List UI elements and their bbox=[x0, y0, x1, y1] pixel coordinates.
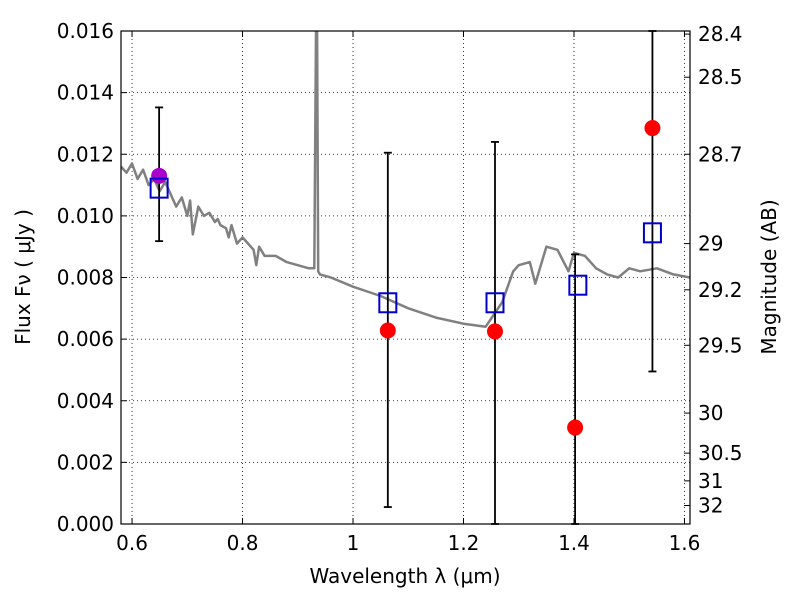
data-markers bbox=[149, 30, 662, 525]
square-marker bbox=[149, 177, 169, 199]
y-tick-label: 0.000 bbox=[57, 512, 114, 536]
y2-tick-label: 30.5 bbox=[698, 441, 743, 465]
x-tick-label: 0.8 bbox=[227, 531, 259, 555]
y-axis-title: Flux Fν ( μJy ) bbox=[11, 209, 35, 345]
y-tick-label: 0.006 bbox=[57, 327, 114, 351]
model-spectrum bbox=[121, 31, 690, 329]
y2-tick-label: 31 bbox=[698, 469, 723, 493]
circle-marker bbox=[379, 322, 396, 339]
square-marker bbox=[378, 292, 398, 314]
x-tick-label: 1 bbox=[347, 531, 360, 555]
x-tick-label: 1.6 bbox=[669, 531, 701, 555]
y2-tick-label: 29 bbox=[698, 232, 723, 256]
y-tick-label: 0.016 bbox=[57, 19, 114, 43]
circle-marker bbox=[151, 167, 168, 184]
circle-marker bbox=[567, 419, 584, 436]
y2-tick-label: 28.7 bbox=[698, 142, 743, 166]
circle-marker bbox=[486, 323, 503, 340]
y-tick-label: 0.012 bbox=[57, 142, 114, 166]
y-tick-label: 0.014 bbox=[57, 81, 114, 105]
axes: 0.6 0.8 1 1.2 1.4 1.6 0.000 0.002 0.004 0.006 0.00… bbox=[57, 19, 743, 555]
y2-tick-label: 32 bbox=[698, 494, 723, 518]
y-tick-label: 0.008 bbox=[57, 266, 114, 290]
y2-tick-label: 28.5 bbox=[698, 65, 743, 89]
x-tick-label: 0.6 bbox=[116, 531, 148, 555]
y2-tick-label: 29.2 bbox=[698, 278, 743, 302]
y2-tick-label: 30 bbox=[698, 401, 723, 425]
square-marker bbox=[568, 274, 588, 296]
y2-tick-label: 29.5 bbox=[698, 333, 743, 357]
x-tick-label: 1.2 bbox=[448, 531, 480, 555]
y2-tick-label: 28.4 bbox=[698, 22, 743, 46]
model-spectrum-line bbox=[121, 31, 690, 329]
circle-marker bbox=[644, 120, 661, 137]
x-tick-label: 1.4 bbox=[558, 531, 590, 555]
y-tick-label: 0.002 bbox=[57, 450, 114, 474]
y-tick-label: 0.004 bbox=[57, 389, 114, 413]
square-marker bbox=[642, 222, 662, 244]
y-tick-label: 0.010 bbox=[57, 204, 114, 228]
y2-axis-title: Magnitude (AB) bbox=[757, 199, 781, 354]
x-axis-title: Wavelength λ (μm) bbox=[309, 564, 500, 588]
square-marker bbox=[485, 292, 505, 314]
